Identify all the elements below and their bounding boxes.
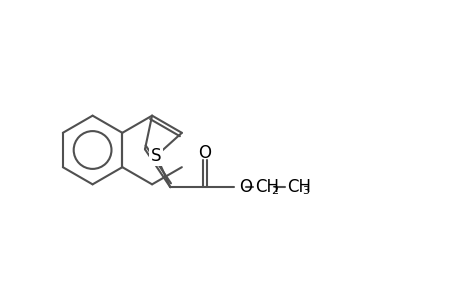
Text: 3: 3: [302, 186, 309, 196]
Text: S: S: [151, 147, 161, 165]
Text: O: O: [238, 178, 251, 196]
Text: CH: CH: [255, 178, 279, 196]
Text: O: O: [198, 144, 211, 162]
Text: 2: 2: [270, 186, 278, 196]
Text: CH: CH: [286, 178, 310, 196]
